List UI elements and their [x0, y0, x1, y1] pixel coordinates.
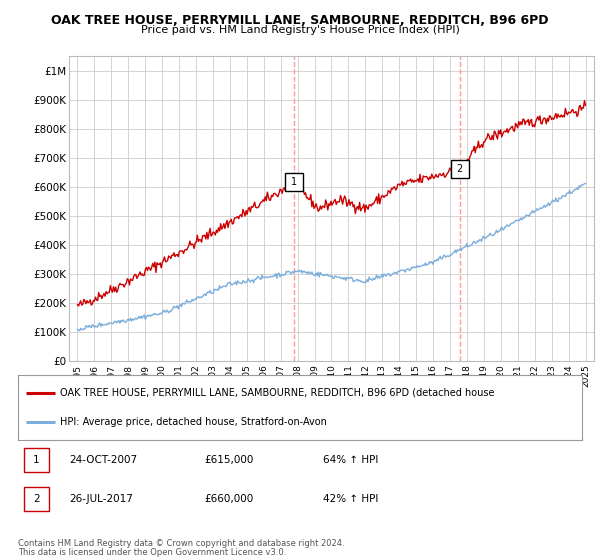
Text: 26-JUL-2017: 26-JUL-2017	[69, 494, 133, 504]
Text: Contains HM Land Registry data © Crown copyright and database right 2024.: Contains HM Land Registry data © Crown c…	[18, 539, 344, 548]
Text: 42% ↑ HPI: 42% ↑ HPI	[323, 494, 378, 504]
Text: £615,000: £615,000	[204, 455, 253, 465]
Text: 24-OCT-2007: 24-OCT-2007	[69, 455, 137, 465]
Text: OAK TREE HOUSE, PERRYMILL LANE, SAMBOURNE, REDDITCH, B96 6PD: OAK TREE HOUSE, PERRYMILL LANE, SAMBOURN…	[51, 14, 549, 27]
Text: 1: 1	[33, 455, 40, 465]
Text: OAK TREE HOUSE, PERRYMILL LANE, SAMBOURNE, REDDITCH, B96 6PD (detached house: OAK TREE HOUSE, PERRYMILL LANE, SAMBOURN…	[60, 388, 495, 398]
Text: 1: 1	[292, 178, 298, 188]
FancyBboxPatch shape	[23, 447, 49, 472]
FancyBboxPatch shape	[23, 487, 49, 511]
Text: £660,000: £660,000	[204, 494, 253, 504]
Text: 64% ↑ HPI: 64% ↑ HPI	[323, 455, 378, 465]
Text: This data is licensed under the Open Government Licence v3.0.: This data is licensed under the Open Gov…	[18, 548, 286, 557]
Text: 2: 2	[457, 165, 463, 174]
Text: HPI: Average price, detached house, Stratford-on-Avon: HPI: Average price, detached house, Stra…	[60, 417, 327, 427]
Text: 2: 2	[33, 494, 40, 504]
Text: Price paid vs. HM Land Registry's House Price Index (HPI): Price paid vs. HM Land Registry's House …	[140, 25, 460, 35]
